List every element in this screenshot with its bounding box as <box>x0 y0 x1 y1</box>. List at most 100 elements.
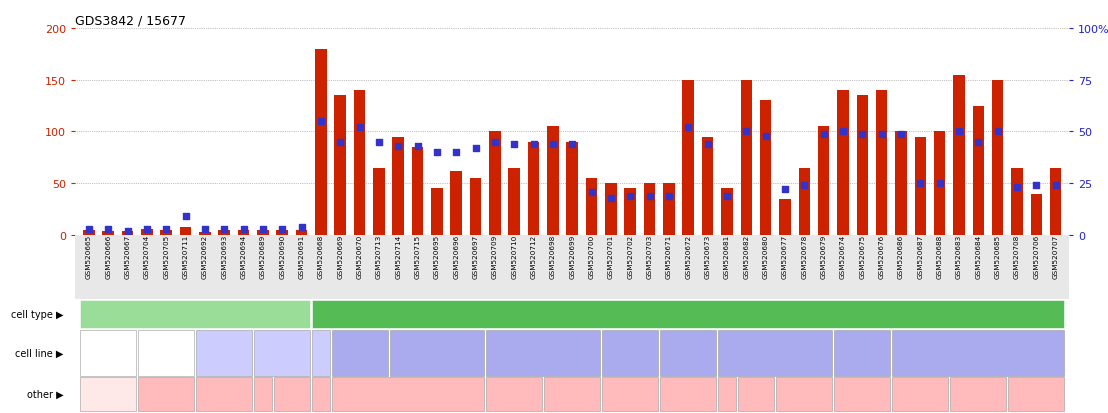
Text: GDS3842 / 15677: GDS3842 / 15677 <box>75 15 186 28</box>
Bar <box>721 189 732 235</box>
Bar <box>509 168 520 235</box>
Bar <box>660 377 717 411</box>
Point <box>988 129 1006 135</box>
Point <box>622 193 639 199</box>
Point <box>428 150 445 156</box>
Point <box>448 150 465 156</box>
Bar <box>196 330 253 376</box>
Point <box>235 226 253 233</box>
Bar <box>431 189 443 235</box>
Point <box>853 131 871 138</box>
Bar <box>760 101 771 235</box>
Point <box>738 129 756 135</box>
Point <box>912 180 930 187</box>
Bar <box>83 230 94 235</box>
Bar <box>196 377 253 411</box>
Bar <box>953 75 965 235</box>
Bar <box>141 229 153 235</box>
Point <box>80 226 98 233</box>
Text: cell type ▶: cell type ▶ <box>11 309 63 319</box>
Bar <box>644 184 656 235</box>
Point <box>699 141 717 148</box>
Text: cell line ▶: cell line ▶ <box>16 348 63 358</box>
Bar <box>373 168 384 235</box>
Bar <box>605 184 617 235</box>
Bar <box>740 81 752 235</box>
Bar <box>218 230 230 235</box>
Point <box>776 187 793 193</box>
Bar <box>296 230 307 235</box>
Bar <box>799 168 810 235</box>
Bar <box>934 132 945 235</box>
Point <box>583 189 601 195</box>
Bar <box>603 377 658 411</box>
Bar <box>80 300 310 329</box>
Bar <box>199 232 211 235</box>
Point <box>544 141 562 148</box>
Bar <box>777 377 832 411</box>
Bar <box>161 230 172 235</box>
Point <box>640 193 658 199</box>
Point <box>505 141 523 148</box>
Bar <box>834 377 891 411</box>
Point <box>718 193 736 199</box>
Bar <box>838 91 849 235</box>
Bar <box>914 137 926 235</box>
Bar <box>973 106 984 235</box>
Bar <box>353 91 366 235</box>
Point <box>293 224 310 230</box>
Bar <box>738 377 774 411</box>
Point <box>274 226 291 233</box>
Bar <box>274 377 310 411</box>
Point <box>331 139 349 146</box>
Bar <box>718 330 832 376</box>
Bar <box>254 330 310 376</box>
Bar <box>390 330 484 376</box>
Point <box>951 129 968 135</box>
Bar <box>412 147 423 235</box>
Point <box>196 226 214 233</box>
Bar <box>1012 168 1023 235</box>
Bar <box>834 330 891 376</box>
Point <box>312 119 330 125</box>
Bar <box>257 230 269 235</box>
Point <box>466 145 484 152</box>
Bar <box>586 178 597 235</box>
Point <box>602 195 619 202</box>
Bar <box>486 377 542 411</box>
Bar <box>392 137 404 235</box>
Bar <box>701 137 714 235</box>
Bar <box>122 231 133 235</box>
Point <box>970 139 987 146</box>
Bar <box>312 300 1065 329</box>
Point <box>100 226 117 233</box>
Bar <box>1008 377 1065 411</box>
Bar <box>544 377 601 411</box>
Bar <box>331 330 388 376</box>
Bar <box>80 330 136 376</box>
Point <box>660 193 678 199</box>
Bar <box>451 171 462 235</box>
Bar <box>892 330 1065 376</box>
Bar <box>718 377 736 411</box>
Text: other ▶: other ▶ <box>27 389 63 399</box>
Bar <box>892 377 948 411</box>
Bar <box>625 189 636 235</box>
Bar <box>856 96 869 235</box>
Point <box>1047 183 1065 189</box>
Bar <box>818 127 830 235</box>
Point <box>119 228 136 235</box>
Bar <box>875 91 888 235</box>
Bar <box>470 178 481 235</box>
Bar <box>489 132 501 235</box>
Bar <box>895 132 906 235</box>
Point <box>351 125 369 131</box>
Point <box>563 141 581 148</box>
Bar <box>951 377 1006 411</box>
Bar <box>312 377 329 411</box>
Point <box>157 226 175 233</box>
Bar <box>312 330 329 376</box>
Point <box>486 139 504 146</box>
Bar <box>660 330 717 376</box>
Bar <box>992 81 1004 235</box>
